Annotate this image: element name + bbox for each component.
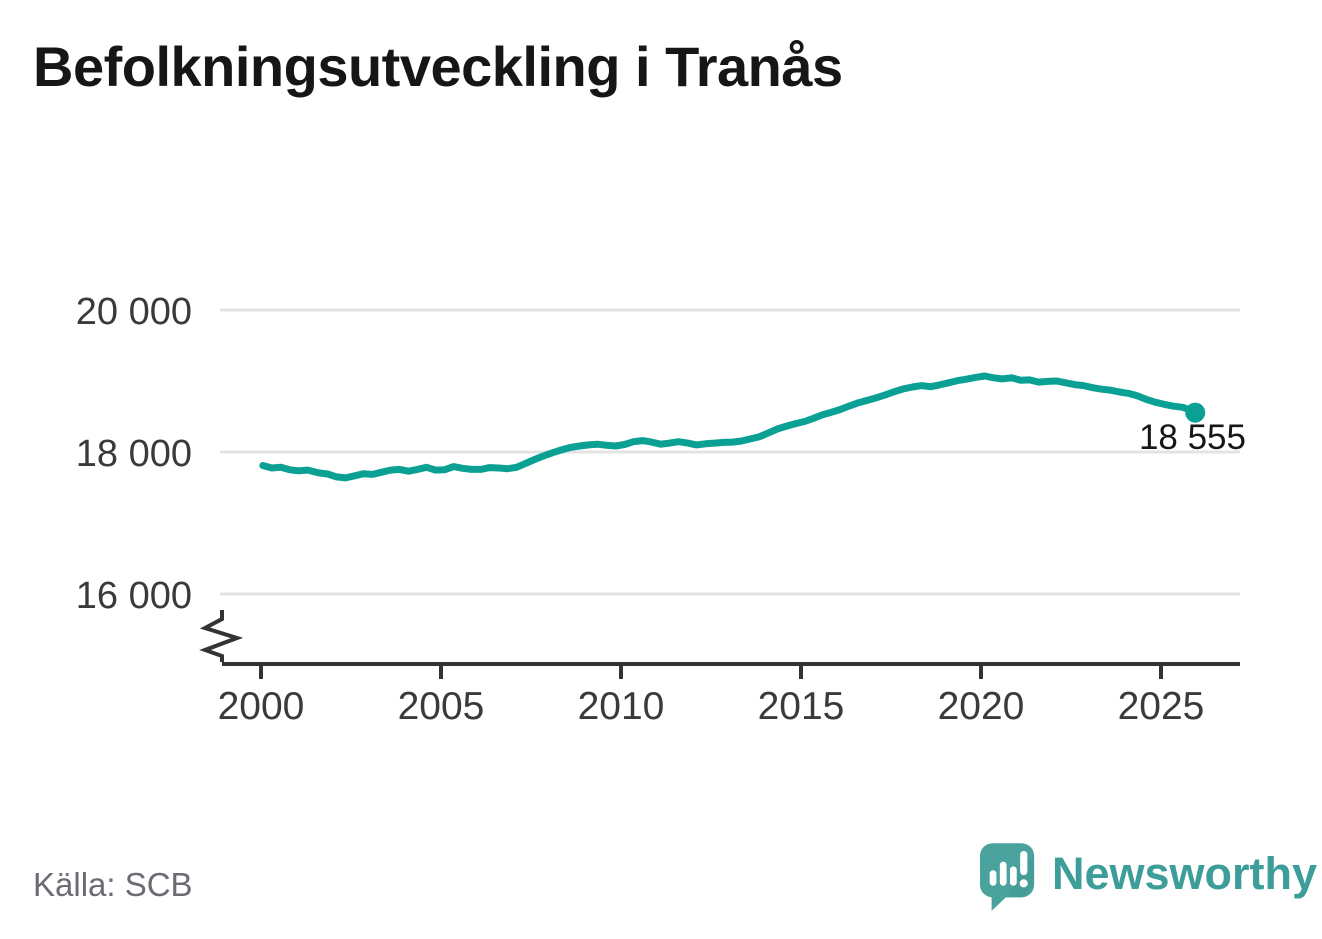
y-tick-label-20000: 20 000 [75,291,192,333]
newsworthy-brand-link[interactable]: Newsworthy [980,842,1317,916]
x-tick-label-2020: 2020 [937,685,1025,728]
y-tick-label-18000: 18 000 [75,433,192,475]
source-text: Källa: SCB [33,866,193,903]
x-tick-label-2010: 2010 [577,685,665,728]
last-point-marker [1185,402,1206,423]
population-line [259,372,1199,482]
x-tick-label-2000: 2000 [217,685,305,728]
x-tick-label-2005: 2005 [397,685,485,728]
page-title: Befolkningsutveckling i Tranås [33,35,843,98]
newsworthy-logo-icon [980,843,1035,911]
axis-break-icon [199,610,244,662]
x-tick-label-2015: 2015 [757,685,845,728]
y-tick-label-16000: 16 000 [75,575,192,617]
newsworthy-wordmark: Newsworthy [1052,848,1318,899]
last-value-label: 18 555 [1138,418,1246,457]
x-tick-label-2025: 2025 [1117,685,1205,728]
